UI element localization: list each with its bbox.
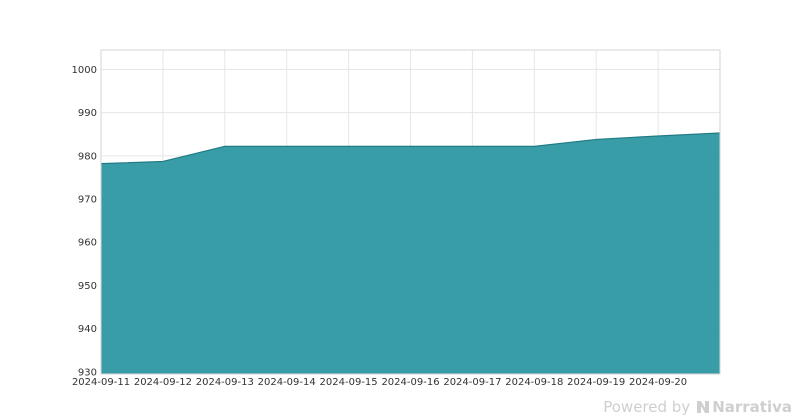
- y-tick-label: 940: [78, 324, 97, 335]
- narrativa-logo-icon: [697, 401, 710, 413]
- y-tick-label: 960: [78, 238, 97, 249]
- y-tick-label: 970: [78, 195, 97, 206]
- x-tick-label: 2024-09-12: [134, 377, 192, 388]
- y-tick-label: 990: [78, 108, 97, 119]
- area-series-fill: [101, 132, 720, 374]
- x-tick-label: 2024-09-16: [381, 377, 439, 388]
- x-tick-label: 2024-09-20: [629, 377, 687, 388]
- x-tick-label: 2024-09-11: [72, 377, 130, 388]
- x-tick-label: 2024-09-17: [443, 377, 501, 388]
- y-tick-label: 1000: [72, 65, 97, 76]
- powered-by-watermark: Powered by Narrativa: [603, 398, 792, 416]
- narrativa-logo: Narrativa: [696, 398, 792, 416]
- x-tick-label: 2024-09-18: [505, 377, 563, 388]
- plot-border: [100, 49, 721, 375]
- y-tick-label: 930: [78, 367, 97, 378]
- x-tick-label: 2024-09-19: [567, 377, 625, 388]
- x-tick-label: 2024-09-13: [196, 377, 254, 388]
- watermark-brand: Narrativa: [712, 398, 792, 416]
- x-tick-label: 2024-09-15: [320, 377, 378, 388]
- y-tick-label: 950: [78, 281, 97, 292]
- x-tick-label: 2024-09-14: [258, 377, 316, 388]
- y-tick-label: 980: [78, 151, 97, 162]
- watermark-prefix: Powered by: [603, 398, 691, 416]
